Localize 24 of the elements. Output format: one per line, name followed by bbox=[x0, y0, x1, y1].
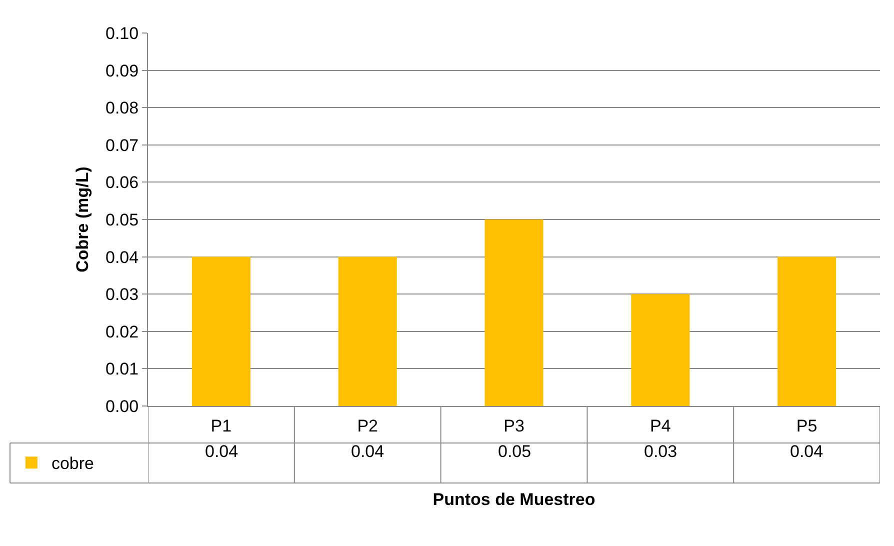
data-label: 0.04 bbox=[205, 442, 238, 461]
y-tick-label: 0.01 bbox=[106, 360, 139, 379]
y-tick-label: 0.04 bbox=[106, 248, 139, 267]
y-tick-label: 0.06 bbox=[106, 173, 139, 192]
data-label: 0.03 bbox=[644, 442, 678, 461]
x-axis-title: Puntos de Muestreo bbox=[432, 490, 596, 509]
y-tick-label: 0.03 bbox=[106, 285, 139, 304]
y-tick-label: 0.09 bbox=[106, 61, 139, 80]
y-axis-title: Cobre (mg/L) bbox=[73, 166, 92, 272]
y-tick-label: 0.00 bbox=[106, 396, 139, 416]
data-label: 0.04 bbox=[790, 442, 824, 461]
legend-label: cobre bbox=[51, 454, 94, 474]
y-tick-label: 0.07 bbox=[106, 136, 139, 155]
x-tick-label: P3 bbox=[504, 416, 524, 436]
x-tick-label: P2 bbox=[357, 416, 378, 436]
data-label: 0.04 bbox=[351, 442, 384, 461]
y-tick-label: 0.05 bbox=[106, 210, 139, 230]
y-tick-label: 0.10 bbox=[106, 24, 139, 43]
y-tick-label: 0.08 bbox=[106, 98, 139, 118]
x-tick-label: P5 bbox=[796, 416, 818, 436]
y-tick-label: 0.02 bbox=[106, 322, 139, 342]
data-label: 0.05 bbox=[498, 442, 532, 461]
x-tick-label: P4 bbox=[650, 416, 671, 436]
x-tick-label: P1 bbox=[210, 416, 232, 436]
